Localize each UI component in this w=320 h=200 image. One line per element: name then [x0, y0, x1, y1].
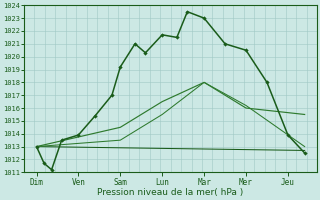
X-axis label: Pression niveau de la mer( hPa ): Pression niveau de la mer( hPa ) [98, 188, 244, 197]
